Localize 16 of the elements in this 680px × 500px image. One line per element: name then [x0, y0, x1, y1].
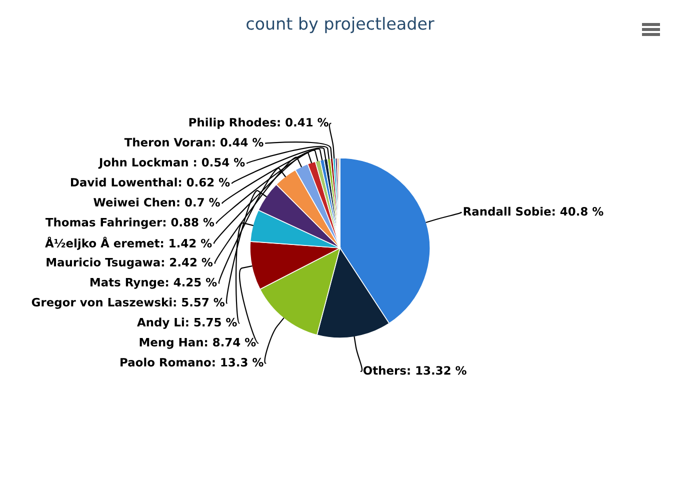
- slice-label: Mauricio Tsugawa: 2.42 %: [46, 258, 213, 269]
- slice-label: Paolo Romano: 13.3 %: [120, 358, 264, 367]
- slice-label: Weiwei Chen: 0.7 %: [94, 198, 220, 207]
- slice-label: Theron Voran: 0.44 %: [124, 138, 264, 147]
- slice-label: Mats Rynge: 4.25 %: [90, 278, 217, 289]
- slice-label: David Lowenthal: 0.62 %: [70, 178, 230, 187]
- slice-label: Å½eljko Å eremet: 1.42 %: [45, 236, 212, 250]
- slice-label: John Lockman : 0.54 %: [98, 158, 245, 169]
- slice-label: Andy Li: 5.75 %: [137, 318, 237, 329]
- slice-label: Meng Han: 8.74 %: [140, 338, 256, 349]
- chart-title: count by projectleader: [246, 16, 434, 34]
- slice-label: Gregor von Laszewski: 5.57 %: [32, 298, 225, 309]
- slice-label: Randall Sobie: 40.8 %: [464, 206, 604, 216]
- slice-label: Thomas Fahringer: 0.88 %: [45, 218, 214, 229]
- slice-label: Others: 13.32 %: [363, 366, 466, 375]
- slice-label: Philip Rhodes: 0.41 %: [189, 118, 328, 129]
